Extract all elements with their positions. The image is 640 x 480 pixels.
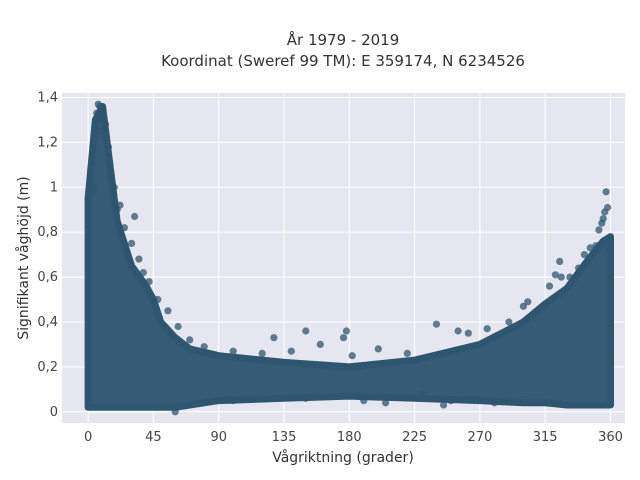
scatter-point	[90, 183, 98, 191]
y-tick-label: 1	[50, 180, 58, 195]
scatter-point	[316, 340, 324, 348]
scatter-point	[128, 239, 136, 247]
scatter-point	[302, 394, 310, 402]
scatter-point	[164, 307, 172, 315]
scatter-point	[120, 224, 128, 232]
x-tick-label: 0	[84, 430, 92, 445]
y-tick-label: 0,2	[37, 360, 58, 375]
scatter-point	[519, 302, 528, 310]
scatter-point	[353, 392, 361, 400]
scatter-point	[604, 203, 612, 212]
scatter-point	[575, 264, 583, 272]
scatter-point	[483, 325, 491, 333]
scatter-point	[382, 399, 390, 407]
scatter-point	[551, 271, 560, 279]
scatter-point	[174, 322, 182, 331]
scatter-point	[258, 349, 266, 357]
y-tick-label: 0,6	[37, 270, 58, 285]
scatter-point	[545, 282, 554, 290]
scatter-point	[270, 334, 278, 342]
x-tick-label: 225	[402, 430, 427, 445]
scatter-point	[454, 327, 462, 335]
scatter-point	[490, 399, 498, 407]
scatter-point	[374, 345, 382, 353]
scatter-point	[131, 212, 139, 221]
scatter-point	[139, 269, 147, 277]
scatter-point	[145, 278, 153, 286]
scatter-point	[360, 397, 368, 405]
y-tick-label: 1,4	[37, 90, 58, 105]
scatter-point	[186, 336, 194, 344]
scatter-point	[432, 320, 440, 328]
scatter-point	[557, 273, 565, 281]
y-tick-label: 0,8	[37, 225, 58, 240]
scatter-point	[96, 127, 104, 135]
scatter-point	[339, 334, 348, 342]
scatter-point	[113, 206, 121, 214]
y-tick-label: 1,2	[37, 135, 58, 150]
x-tick-labels: 0 45 90 135 180 225 270 315 360	[84, 430, 623, 445]
scatter-point	[602, 188, 610, 196]
scatter-point	[110, 183, 118, 191]
y-tick-label: 0	[50, 405, 58, 420]
scatter-point	[107, 172, 115, 180]
x-tick-label: 135	[272, 430, 297, 445]
scatter-point	[586, 244, 594, 252]
scatter-point	[556, 257, 564, 265]
scatter-point	[595, 226, 603, 234]
scatter-point	[154, 295, 162, 304]
scatter-point	[440, 401, 448, 409]
scatter-point	[200, 343, 208, 351]
x-axis-label: Vågriktning (grader)	[272, 449, 414, 466]
scatter-point	[524, 298, 532, 306]
scatter-point	[135, 255, 143, 263]
scatter-point	[342, 327, 350, 335]
scatter-point	[106, 161, 114, 169]
y-tick-label: 0,4	[37, 315, 58, 330]
scatter-point	[447, 397, 455, 405]
y-axis-label: Signifikant våghöjd (m)	[15, 176, 32, 339]
x-tick-label: 90	[210, 430, 227, 445]
y-tick-labels: 0 0,2 0,4 0,6 0,8 1 1,2 1,4	[37, 90, 58, 419]
scatter-point	[464, 329, 472, 337]
scatter-point	[348, 352, 356, 360]
scatter-point	[302, 327, 310, 335]
scatter-point	[566, 273, 574, 281]
scatter-point	[229, 347, 237, 355]
x-tick-label: 315	[533, 430, 558, 445]
scatter-point	[580, 251, 589, 259]
x-tick-label: 45	[145, 430, 162, 445]
scatter-point	[599, 215, 607, 223]
scatter-point	[171, 408, 179, 416]
x-tick-label: 270	[467, 430, 492, 445]
scatter-point	[505, 318, 513, 326]
point-cloud	[84, 103, 614, 411]
scatter-point	[418, 390, 426, 398]
data-series	[84, 100, 614, 416]
scatter-point	[104, 143, 112, 151]
scatter-point	[93, 109, 101, 117]
chart-title-line-2: Koordinat (Sweref 99 TM): E 359174, N 62…	[161, 52, 525, 70]
x-tick-label: 360	[598, 430, 623, 445]
x-tick-label: 180	[337, 430, 362, 445]
scatter-point	[229, 397, 237, 405]
scatter-point	[101, 120, 110, 128]
scatter-point	[287, 347, 295, 355]
chart-title-line-1: År 1979 - 2019	[287, 30, 400, 49]
scatter-point	[403, 349, 411, 357]
scatter-point	[592, 242, 600, 250]
